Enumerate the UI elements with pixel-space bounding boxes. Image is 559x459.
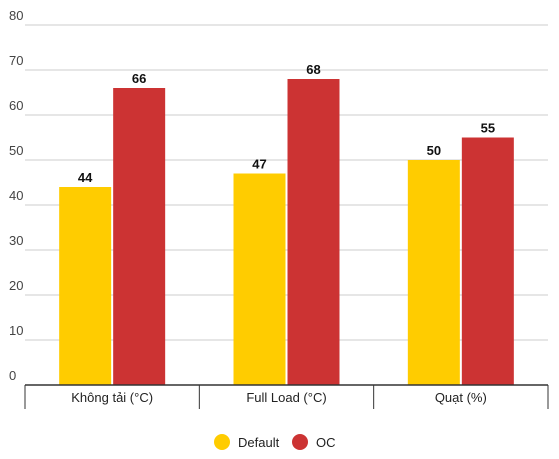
bar-default — [233, 173, 286, 385]
legend-label-oc[interactable]: OC — [316, 435, 336, 450]
bar-oc — [113, 88, 166, 385]
x-tick-label: Không tải (°C) — [71, 390, 153, 405]
legend-swatch-default[interactable] — [214, 434, 230, 450]
bar-oc — [461, 137, 514, 385]
data-label: 66 — [132, 71, 146, 86]
legend-swatch-oc[interactable] — [292, 434, 308, 450]
y-tick-label: 0 — [9, 368, 16, 383]
legend-label-default[interactable]: Default — [238, 435, 280, 450]
gridlines — [25, 24, 548, 341]
y-tick-label: 30 — [9, 233, 23, 248]
x-tick-label: Quạt (%) — [435, 390, 487, 405]
bar-default — [59, 187, 112, 385]
y-tick-label: 50 — [9, 143, 23, 158]
data-label: 44 — [78, 170, 93, 185]
data-label: 68 — [306, 62, 320, 77]
y-axis-tick-labels: 0 10 20 30 40 50 60 70 80 — [9, 8, 23, 383]
y-tick-label: 70 — [9, 53, 23, 68]
y-tick-label: 60 — [9, 98, 23, 113]
y-tick-label: 10 — [9, 323, 23, 338]
data-label: 55 — [481, 121, 495, 136]
x-tick-label: Full Load (°C) — [246, 390, 326, 405]
bar-oc — [287, 79, 340, 385]
bar-series — [59, 79, 514, 385]
y-tick-label: 20 — [9, 278, 23, 293]
data-label: 47 — [252, 157, 266, 172]
y-tick-label: 80 — [9, 8, 23, 23]
data-label: 50 — [427, 143, 441, 158]
legend[interactable]: Default OC — [214, 434, 336, 450]
x-axis: Không tải (°C) Full Load (°C) Quạt (%) — [24, 384, 549, 409]
bar-default — [407, 160, 460, 385]
y-tick-label: 40 — [9, 188, 23, 203]
data-labels: 44 66 47 68 50 55 — [78, 62, 495, 185]
